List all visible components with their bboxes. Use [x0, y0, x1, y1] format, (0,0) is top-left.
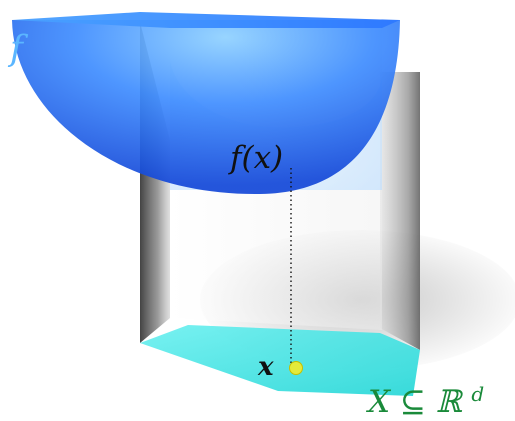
point-label: x — [257, 352, 274, 382]
function-bowl — [12, 20, 400, 195]
domain-base — [140, 325, 420, 396]
function-bowl-top — [12, 12, 400, 28]
prism-right-panel — [380, 72, 420, 350]
function-value-label: f(x) — [228, 140, 283, 176]
domain-label: X ⊆ ℝ d — [366, 382, 484, 420]
point-marker — [289, 361, 303, 375]
